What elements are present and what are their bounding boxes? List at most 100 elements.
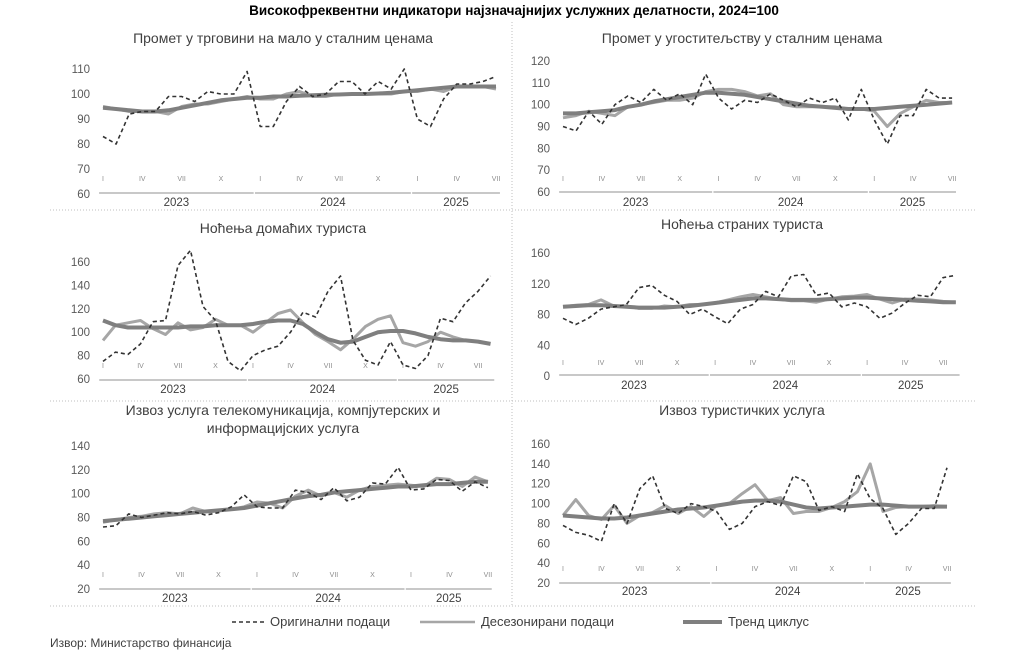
series-trend-line xyxy=(102,84,496,114)
x-tick-label: VII xyxy=(174,363,183,370)
panel-title-tourism-exports: Извоз туристичких услуга xyxy=(659,402,825,418)
x-tick-label: I xyxy=(252,363,254,370)
year-label: 2024 xyxy=(320,197,346,209)
x-tick-label: X xyxy=(363,363,368,370)
series-original-line xyxy=(102,466,489,528)
year-label: 2025 xyxy=(443,197,469,209)
y-tick-label: 110 xyxy=(532,78,550,90)
x-tick-label: IV xyxy=(453,176,460,183)
series-original-line xyxy=(102,68,497,145)
x-tick-label: I xyxy=(869,566,871,573)
y-tick-label: 120 xyxy=(531,279,550,291)
x-tick-label: IV xyxy=(437,363,444,370)
panel-title-retail: Промет у трговини на мало у сталним цена… xyxy=(133,30,433,46)
x-tick-label: I xyxy=(259,176,261,183)
x-tick-label: VII xyxy=(787,360,796,367)
x-tick-label: I xyxy=(718,176,720,183)
y-tick-label: 100 xyxy=(531,100,550,112)
x-tick-label: I xyxy=(562,176,564,183)
x-tick-label: VII xyxy=(792,176,801,183)
y-tick-label: 80 xyxy=(537,143,550,155)
chart-panel-4: 20 40 60 80 100 120 140 I IV VII X I IV VII X I IV VII 202… xyxy=(71,441,492,605)
x-tick-label: I xyxy=(102,363,104,370)
x-tick-label: I xyxy=(714,360,716,367)
year-label: 2024 xyxy=(773,380,799,392)
y-tick-label: 120 xyxy=(531,56,550,68)
y-tick-label: 60 xyxy=(77,374,90,386)
x-tick-label: VII xyxy=(324,363,333,370)
x-tick-label: IV xyxy=(446,572,453,579)
x-tick-label: VII xyxy=(484,572,493,579)
x-tick-label: X xyxy=(827,360,832,367)
year-label: 2025 xyxy=(895,586,921,598)
x-tick-label: I xyxy=(873,176,875,183)
y-tick-label: 140 xyxy=(71,441,90,453)
y-tick-label: 20 xyxy=(77,584,90,596)
x-tick-label: IV xyxy=(296,176,303,183)
y-tick-label: 100 xyxy=(71,89,90,101)
y-tick-label: 80 xyxy=(77,139,90,151)
x-tick-label: VII xyxy=(637,176,646,183)
chart-panel-0: 60 70 80 90 100 110 I IV VII X I IV VII X I IV VII 2023 20… xyxy=(71,64,501,209)
year-label: 2023 xyxy=(164,197,190,209)
y-tick-label: 40 xyxy=(537,558,550,570)
y-tick-label: 60 xyxy=(77,189,90,201)
year-label: 2024 xyxy=(315,593,341,605)
x-tick-label: I xyxy=(102,176,104,183)
y-tick-label: 120 xyxy=(71,465,90,477)
x-tick-label: X xyxy=(376,176,381,183)
y-tick-label: 40 xyxy=(77,560,90,572)
y-tick-label: 40 xyxy=(537,340,550,352)
year-label: 2023 xyxy=(621,380,647,392)
y-tick-label: 120 xyxy=(531,479,550,491)
year-label: 2024 xyxy=(778,197,804,209)
x-tick-label: X xyxy=(676,566,681,573)
x-tick-label: I xyxy=(410,572,412,579)
x-tick-label: IV xyxy=(752,566,759,573)
x-tick-label: IV xyxy=(138,572,145,579)
x-tick-label: X xyxy=(370,572,375,579)
x-tick-label: X xyxy=(829,566,834,573)
y-tick-label: 100 xyxy=(71,327,90,339)
series-original-line xyxy=(562,467,948,543)
legend-trend-label: Тренд циклус xyxy=(728,614,810,629)
panel-title-ict-exports-line1: Извоз услуга телекомуникација, компјутер… xyxy=(125,402,441,418)
x-tick-label: X xyxy=(833,176,838,183)
x-tick-label: I xyxy=(866,360,868,367)
y-tick-label: 160 xyxy=(531,439,550,451)
x-tick-label: IV xyxy=(287,363,294,370)
x-tick-label: I xyxy=(562,360,564,367)
panel-title-foreign-tourists: Ноћења страних туриста xyxy=(660,216,823,232)
x-tick-label: I xyxy=(562,566,564,573)
x-tick-label: I xyxy=(102,572,104,579)
y-tick-label: 20 xyxy=(537,578,550,590)
series-trend-line xyxy=(102,318,491,346)
chart-panel-1: 60 70 80 90 100 110 120 I IV VII X I IV VII X I IV VII 202… xyxy=(531,56,957,209)
x-tick-label: IV xyxy=(598,566,605,573)
x-tick-label: IV xyxy=(137,363,144,370)
y-tick-label: 70 xyxy=(537,165,550,177)
y-tick-label: 110 xyxy=(72,64,90,76)
x-tick-label: IV xyxy=(139,176,146,183)
x-tick-label: X xyxy=(675,360,680,367)
y-tick-label: 120 xyxy=(71,304,90,316)
x-tick-label: I xyxy=(716,566,718,573)
x-tick-label: VII xyxy=(176,572,185,579)
x-tick-label: VII xyxy=(335,176,344,183)
panel-separators xyxy=(50,22,975,607)
panel-title-hospitality: Промет у угоститељству у сталним ценама xyxy=(601,30,883,46)
year-label: 2023 xyxy=(160,384,186,396)
y-tick-label: 160 xyxy=(531,248,550,260)
x-tick-label: X xyxy=(219,176,224,183)
y-tick-label: 140 xyxy=(531,459,550,471)
chart-panel-5: 20 40 60 80 100 120 140 160 I IV VII X I IV VII X I IV VII… xyxy=(531,439,952,598)
year-label: 2025 xyxy=(898,380,924,392)
series-trend-line xyxy=(562,295,956,310)
series-trend-line xyxy=(562,498,947,521)
x-tick-label: VII xyxy=(939,360,948,367)
y-tick-label: 90 xyxy=(537,122,550,134)
x-tick-label: VII xyxy=(636,566,645,573)
y-tick-label: 80 xyxy=(537,518,550,530)
x-tick-label: VII xyxy=(177,176,186,183)
